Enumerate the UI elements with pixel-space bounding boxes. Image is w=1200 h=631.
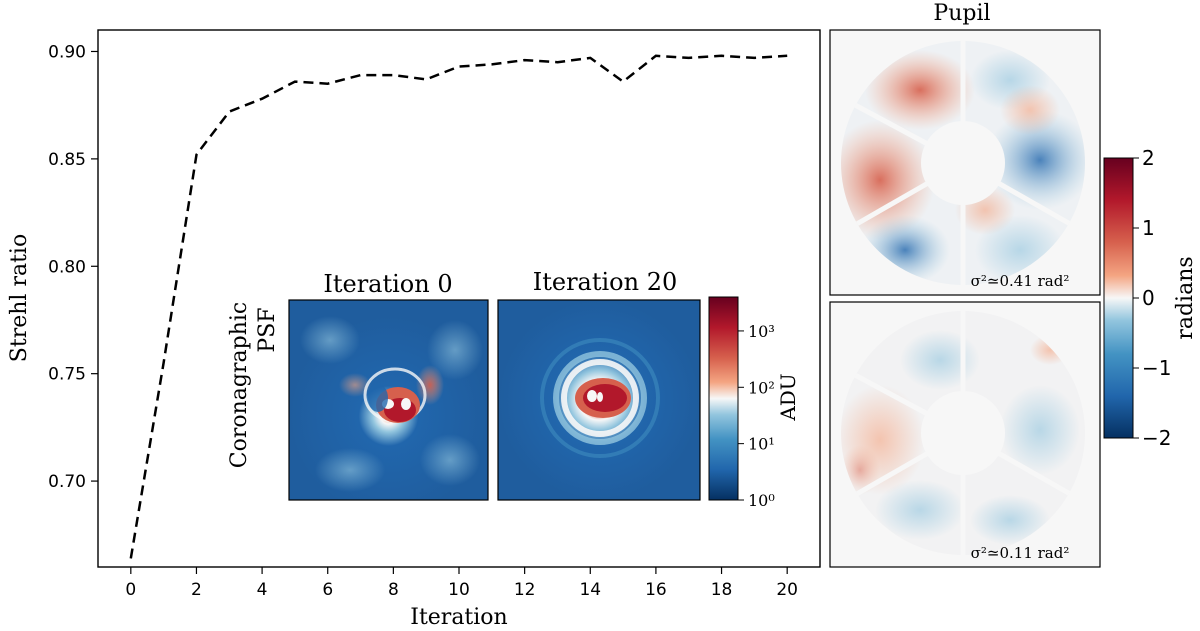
psf-cbar-tick-label: 10¹ xyxy=(748,435,775,454)
pupil-cbar-tick-label: −2 xyxy=(1142,426,1171,450)
pupil-cbar-tick-label: 2 xyxy=(1142,146,1155,170)
psf-colorbar-label: ADU xyxy=(776,373,800,421)
y-tick-label: 0.85 xyxy=(48,150,86,170)
y-tick-label: 0.90 xyxy=(48,42,86,62)
psf-image-iteration-0 xyxy=(288,299,489,501)
x-tick-label: 8 xyxy=(388,580,399,600)
y-axis-label: Strehl ratio xyxy=(7,234,32,362)
y-axis-ticks: 0.70 0.75 0.80 0.85 0.90 xyxy=(48,42,98,492)
x-tick-label: 6 xyxy=(322,580,333,600)
pupil-cbar-tick-label: 1 xyxy=(1142,216,1155,240)
psf-cbar-tick-label: 10² xyxy=(748,378,775,397)
x-tick-label: 4 xyxy=(257,580,268,600)
y-tick-label: 0.75 xyxy=(48,365,86,385)
x-axis-label: Iteration xyxy=(410,605,507,630)
pupil-cbar-tick-label: −1 xyxy=(1142,356,1171,380)
pupil-map-iteration-20: σ²≃0.11 rad² xyxy=(829,301,1101,568)
psf-panel-title-0: Iteration 0 xyxy=(323,270,452,298)
pupil-annotation-1: σ²≃0.11 rad² xyxy=(971,544,1070,562)
pupil-colorbar: 2 1 0 −1 −2 radians xyxy=(1103,146,1198,450)
pupil-panels: Pupil σ²≃0.41 rad² xyxy=(829,1,1198,568)
psf-label-line1: Coronagraphic xyxy=(227,302,252,468)
x-tick-label: 20 xyxy=(776,580,798,600)
psf-cbar-tick-label: 10³ xyxy=(748,322,775,341)
psf-colorbar: 10⁰ 10¹ 10² 10³ ADU xyxy=(708,296,800,510)
y-tick-label: 0.70 xyxy=(48,472,86,492)
psf-label-line2: PSF xyxy=(255,307,280,352)
pupil-cbar-tick-label: 0 xyxy=(1142,286,1155,310)
pupil-colorbar-label: radians xyxy=(1173,256,1198,339)
pupil-colorbar-ticks: 2 1 0 −1 −2 xyxy=(1133,146,1171,450)
psf-panel-title-20: Iteration 20 xyxy=(533,268,678,296)
psf-inset: Coronagraphic PSF Iteration 0 Iteration … xyxy=(227,268,800,510)
x-tick-label: 2 xyxy=(191,580,202,600)
x-tick-label: 10 xyxy=(448,580,470,600)
psf-image-iteration-20 xyxy=(497,299,701,501)
x-tick-label: 16 xyxy=(645,580,667,600)
psf-colorbar-ticks: 10⁰ 10¹ 10² 10³ xyxy=(738,322,775,510)
x-tick-label: 0 xyxy=(125,580,136,600)
pupil-title: Pupil xyxy=(933,1,990,26)
x-tick-label: 14 xyxy=(579,580,601,600)
pupil-annotation-0: σ²≃0.41 rad² xyxy=(971,272,1070,290)
x-tick-label: 12 xyxy=(514,580,536,600)
x-tick-label: 18 xyxy=(711,580,733,600)
psf-cbar-tick-label: 10⁰ xyxy=(748,491,775,510)
y-tick-label: 0.80 xyxy=(48,257,86,277)
pupil-map-iteration-0: σ²≃0.41 rad² xyxy=(829,29,1101,296)
x-axis-ticks: 0 2 4 6 8 10 12 14 16 18 20 xyxy=(125,567,798,600)
